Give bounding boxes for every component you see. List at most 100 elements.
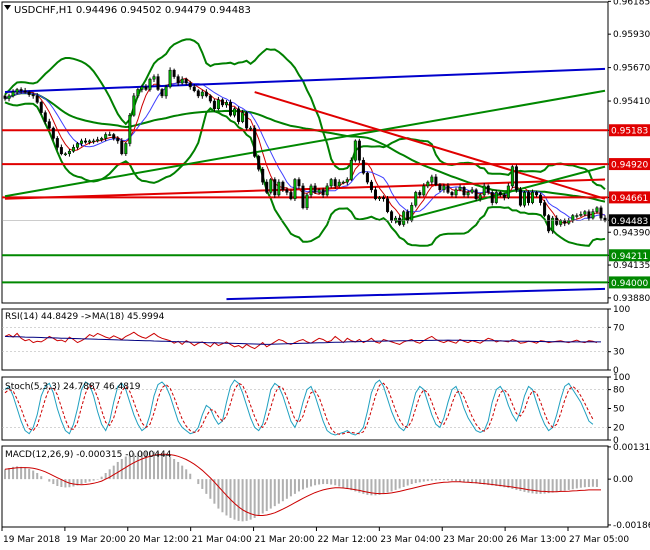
time-axis-label: 26 Mar 13:00 [506, 535, 566, 545]
candle-body [96, 139, 100, 142]
candle-body [3, 95, 7, 99]
candle-body [124, 143, 128, 155]
candle-body [583, 211, 587, 215]
bollinger-lower-band [4, 101, 606, 247]
rsi-label: RSI(14) 44.8429 ->MA(18) 45.9994 [5, 312, 165, 322]
trend-line-red-down [254, 91, 606, 200]
candle-body [27, 91, 31, 95]
macd-pane[interactable]: 0.001313 0.00 -0.001867 [1, 443, 650, 531]
candle-body [402, 211, 406, 225]
stoch-label: Stoch(5,3,3) 24.7887 46.4819 [5, 382, 141, 392]
time-axis-label: 20 Mar 12:00 [129, 535, 189, 545]
candle-body [132, 95, 136, 116]
main-y-tick-label: 0.96185 [613, 0, 650, 7]
candle-body [301, 185, 305, 209]
time-axis-label: 27 Mar 05:00 [569, 535, 629, 545]
trend-line-blue-bottom [226, 287, 606, 301]
candle-body [406, 211, 410, 221]
candle-body [35, 95, 39, 103]
candle-body [595, 207, 599, 212]
chart-menu-arrow-icon[interactable] [4, 5, 11, 10]
candle-body [531, 192, 535, 203]
candle-body [365, 172, 369, 183]
current-price-tag [609, 214, 650, 227]
candle-body [458, 186, 462, 191]
candle-body [543, 202, 547, 216]
candle-body [116, 138, 120, 142]
price-level-tag [609, 191, 650, 204]
moving-average-medium [4, 81, 605, 222]
candle-body [136, 89, 140, 97]
candle-body [454, 189, 458, 196]
candle-body [514, 166, 518, 191]
rsi-pane-frame [1, 308, 609, 371]
main-y-tick-label: 0.94390 [613, 228, 650, 238]
rsi-y-tick-label: 30 [613, 348, 625, 358]
candle-body [321, 189, 325, 196]
candle-body [241, 112, 245, 122]
candle-body [390, 211, 394, 221]
candle-body [220, 99, 224, 106]
candle-body [579, 213, 583, 216]
candle-body [502, 194, 506, 198]
stoch-y-tick-label: 20 [613, 423, 625, 433]
stoch-y-tick-label: 0 [613, 436, 619, 446]
candle-body [55, 138, 59, 148]
time-axis-label: 22 Mar 12:00 [317, 535, 377, 545]
candle-body [305, 194, 309, 209]
candle-body [486, 185, 490, 193]
candle-body [144, 86, 148, 90]
rsi-pane[interactable]: 100 70 30 0 [1, 305, 630, 376]
candle-body [551, 217, 555, 232]
candle-body [71, 147, 75, 152]
candle-body [482, 185, 486, 196]
candle-body [345, 179, 349, 183]
candle-body [11, 91, 15, 97]
time-axis-label: 19 Mar 2018 [3, 535, 60, 545]
candle-body [7, 95, 11, 99]
candle-body [23, 90, 27, 93]
candle-body [357, 140, 361, 161]
candle-body [422, 185, 426, 196]
main-price-pane[interactable]: 0.96185 0.95930 0.95670 0.95410 0.95183 0.949… [1, 0, 650, 304]
time-axis: 19 Mar 2018 19 Mar 20:00 20 Mar 12:00 21 Ma… [1, 527, 629, 545]
candle-body [309, 185, 313, 196]
candle-body [337, 181, 341, 187]
candle-body [172, 69, 176, 77]
candle-body [446, 185, 450, 193]
candle-body [414, 192, 418, 206]
candle-body [200, 91, 204, 97]
main-pane-frame [1, 1, 609, 304]
candle-body [494, 192, 498, 203]
moving-average-long [4, 92, 606, 203]
candle-body [176, 76, 180, 84]
stochastic-pane[interactable]: 100 80 50 20 0 [1, 373, 630, 446]
candle-body [39, 102, 43, 113]
candle-body [84, 140, 88, 143]
candle-body [587, 211, 591, 219]
candle-body [506, 185, 510, 198]
price-level-tag [609, 249, 650, 262]
candle-body [100, 138, 104, 140]
time-axis-label: 21 Mar 20:00 [255, 535, 315, 545]
candle-body [410, 204, 414, 221]
candle-body [567, 220, 571, 224]
candle-body [273, 179, 277, 196]
candle-body [474, 189, 478, 200]
candle-body [184, 78, 188, 84]
candle-body [59, 147, 63, 155]
candle-body [353, 140, 357, 161]
candle-body [599, 207, 603, 219]
price-level-tag [609, 158, 650, 171]
candle-body [478, 194, 482, 200]
rsi-y-tick-label: 0 [613, 366, 619, 376]
rsi-ma-line [4, 335, 601, 345]
price-level-tag-label: 0.94920 [611, 161, 648, 171]
candle-body [555, 217, 559, 225]
candle-body [438, 184, 442, 191]
main-y-tick-label: 0.95410 [613, 97, 650, 107]
candle-body [526, 192, 530, 203]
candle-body [160, 89, 164, 97]
